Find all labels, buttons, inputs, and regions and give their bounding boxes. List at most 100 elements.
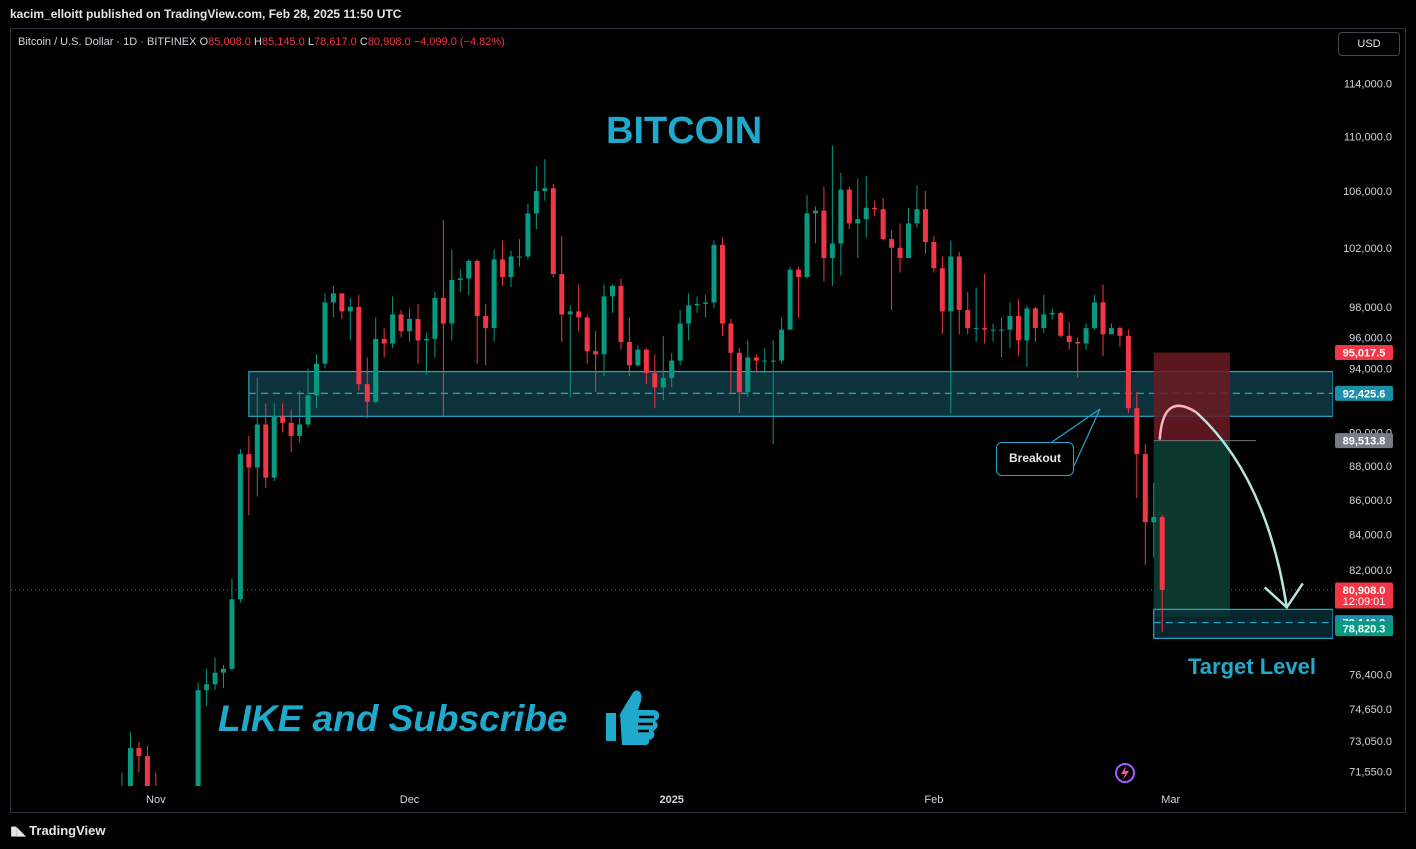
candle <box>373 317 379 404</box>
candle <box>626 317 632 377</box>
currency-button[interactable]: USD <box>1338 32 1400 56</box>
projection-arrowhead <box>1263 582 1304 610</box>
candle <box>1024 305 1030 367</box>
candle <box>821 186 827 282</box>
candle-body <box>1015 315 1021 341</box>
candle-body <box>829 243 835 258</box>
candle-body <box>305 395 311 425</box>
candle <box>1117 326 1123 347</box>
candle <box>652 354 658 409</box>
candle <box>677 309 683 366</box>
candle <box>127 731 133 786</box>
candle-body <box>483 315 489 329</box>
candle-body <box>838 189 844 244</box>
candle <box>584 314 590 364</box>
candle <box>610 284 616 313</box>
price-tick-label: 73,050.0 <box>1349 736 1392 748</box>
candle-body <box>229 599 235 669</box>
candle <box>339 293 345 319</box>
tradingview-footer[interactable]: ▮◣ TradingView <box>10 823 106 839</box>
candle-body <box>567 311 573 315</box>
candle <box>1015 299 1021 356</box>
candle-body <box>508 256 514 278</box>
open-value: 85,008.0 <box>208 36 251 48</box>
time-tick-label: 2025 <box>659 794 683 806</box>
footer-brand: TradingView <box>29 823 106 838</box>
candle-body <box>796 269 802 278</box>
candle <box>280 403 286 433</box>
candle-body <box>500 259 506 278</box>
price-badge-bg <box>1335 385 1393 401</box>
candle-body <box>745 357 751 393</box>
candle <box>466 259 472 295</box>
candle <box>593 331 599 393</box>
price-axis-badge: 92,425.6 <box>1335 385 1393 401</box>
change-value: −4,099.0 (−4.82%) <box>413 36 505 48</box>
candle <box>220 664 226 689</box>
candle <box>516 239 522 267</box>
candle <box>779 317 785 364</box>
candle <box>500 240 506 286</box>
candle-body <box>1092 302 1098 329</box>
candle <box>939 256 945 335</box>
candle <box>237 449 243 603</box>
candle <box>1049 308 1055 319</box>
high-label: H <box>254 36 262 48</box>
candle <box>694 296 700 313</box>
candle <box>364 357 370 418</box>
price-tick-label: 98,000.0 <box>1349 302 1392 314</box>
candle <box>669 352 675 388</box>
countdown-text: 12:09:01 <box>1343 596 1386 608</box>
candle <box>204 668 210 706</box>
candle <box>398 309 404 338</box>
candle <box>144 745 150 786</box>
candle <box>415 303 421 364</box>
candle <box>889 230 895 310</box>
candle-body <box>643 349 649 374</box>
candle <box>880 197 886 241</box>
candle <box>1134 392 1140 499</box>
candle-body <box>398 314 404 332</box>
lightning-icon[interactable] <box>1112 761 1138 785</box>
candle-body <box>931 242 937 269</box>
projection-curve-upper <box>1158 404 1198 440</box>
candle <box>1075 337 1081 378</box>
target-zone <box>1153 608 1333 639</box>
price-tick-label: 94,000.0 <box>1349 363 1392 375</box>
candle-body <box>711 244 717 303</box>
candle-body <box>753 357 759 361</box>
candle-body <box>246 454 252 468</box>
candle <box>762 348 768 374</box>
candle-body <box>212 672 218 685</box>
price-axis-badge: 95,017.5 <box>1335 345 1393 361</box>
stop-loss-box <box>1153 352 1230 441</box>
candle-body <box>863 207 869 220</box>
footer-bar <box>0 814 1416 849</box>
candle <box>212 657 218 691</box>
candle-body <box>686 305 692 324</box>
candle-body <box>669 360 675 378</box>
candle <box>855 178 861 258</box>
candle-body <box>973 328 979 330</box>
price-tick-label: 86,000.0 <box>1349 495 1392 507</box>
candle-body <box>1117 328 1123 336</box>
candle-body <box>948 256 954 312</box>
symbol-label[interactable]: Bitcoin / U.S. Dollar · 1D · BITFINEX <box>18 36 197 48</box>
candle <box>1007 302 1013 349</box>
price-tick-label: 88,000.0 <box>1349 461 1392 473</box>
time-tick-label: Mar <box>1161 794 1180 806</box>
candle-body <box>347 306 353 312</box>
chart-title-annotation: BITCOIN <box>606 110 763 152</box>
candle-body <box>965 309 971 329</box>
candle-body <box>457 278 463 280</box>
candle <box>347 297 353 341</box>
candle-body <box>1041 314 1047 329</box>
price-tick-label: 110,000.0 <box>1344 131 1392 143</box>
candle <box>906 207 912 258</box>
candle <box>254 377 260 497</box>
candle <box>948 240 954 414</box>
candle <box>846 186 852 230</box>
candle <box>449 249 455 341</box>
candle <box>297 390 303 443</box>
